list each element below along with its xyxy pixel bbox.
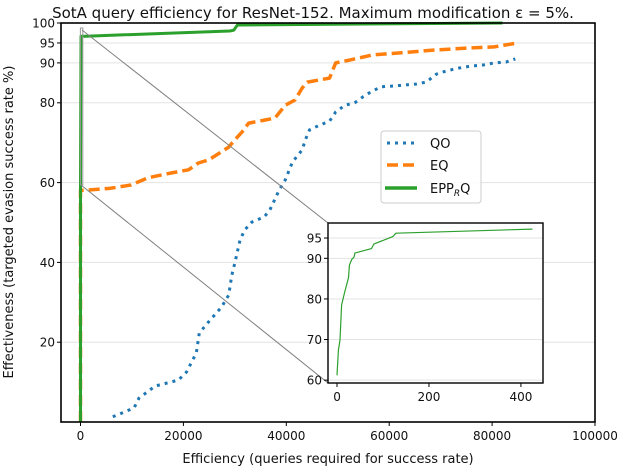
y-tick-label: 90	[307, 252, 322, 266]
zoom-connector-bottom	[80, 184, 329, 384]
main-ticks: 20 40 60 80 90 95 100 0 20000 40000 60000 80000 1000…	[32, 16, 618, 443]
legend-label-eq: EQ	[430, 159, 448, 174]
legend-frame	[380, 130, 482, 204]
inset-background	[328, 223, 543, 383]
legend-label-epprq: EPPRQ	[430, 182, 470, 199]
y-tick-label: 40	[40, 256, 55, 270]
series-qo-line	[112, 57, 516, 419]
y-tick-label: 90	[40, 56, 55, 70]
x-tick-label: 0	[77, 429, 85, 443]
x-tick-label: 400	[509, 390, 532, 404]
inset-ticks: 60 70 80 90 95 0 200 400	[307, 231, 533, 404]
x-tick-label: 20000	[164, 429, 202, 443]
zoom-indicator	[79, 27, 329, 384]
x-tick-label: 100000	[572, 429, 618, 443]
inset-grid	[328, 237, 543, 381]
y-tick-label: 70	[307, 333, 322, 347]
zoom-connector-top	[81, 29, 329, 224]
chart-title: SotA query efficiency for ResNet-152. Ma…	[52, 4, 574, 22]
x-tick-label: 0	[333, 390, 341, 404]
legend: QO EQ EPPRQ	[380, 130, 482, 204]
y-axis-label: Effectiveness (targeted evasion success …	[2, 66, 17, 379]
x-axis-label: Efficiency (queries required for success…	[182, 452, 473, 467]
y-tick-label: 80	[40, 96, 55, 110]
y-tick-label: 95	[40, 36, 55, 50]
main-axes-frame	[60, 22, 596, 423]
inset-axes-frame	[327, 222, 544, 384]
y-tick-label: 95	[307, 231, 322, 245]
inset-series	[336, 228, 533, 376]
y-tick-label: 100	[32, 16, 55, 30]
y-tick-label: 60	[307, 374, 322, 388]
legend-label-qo: QO	[430, 137, 450, 152]
y-tick-label: 80	[307, 292, 322, 306]
inset-chart: 60 70 80 90 95 0 200 400	[307, 222, 544, 404]
x-tick-label: 80000	[473, 429, 511, 443]
series-epprq-line	[336, 228, 533, 376]
x-tick-label: 60000	[370, 429, 408, 443]
x-tick-label: 200	[418, 390, 441, 404]
y-tick-label: 20	[40, 336, 55, 350]
series-eq-line	[78, 41, 518, 422]
y-tick-label: 60	[40, 176, 55, 190]
x-tick-label: 40000	[267, 429, 305, 443]
